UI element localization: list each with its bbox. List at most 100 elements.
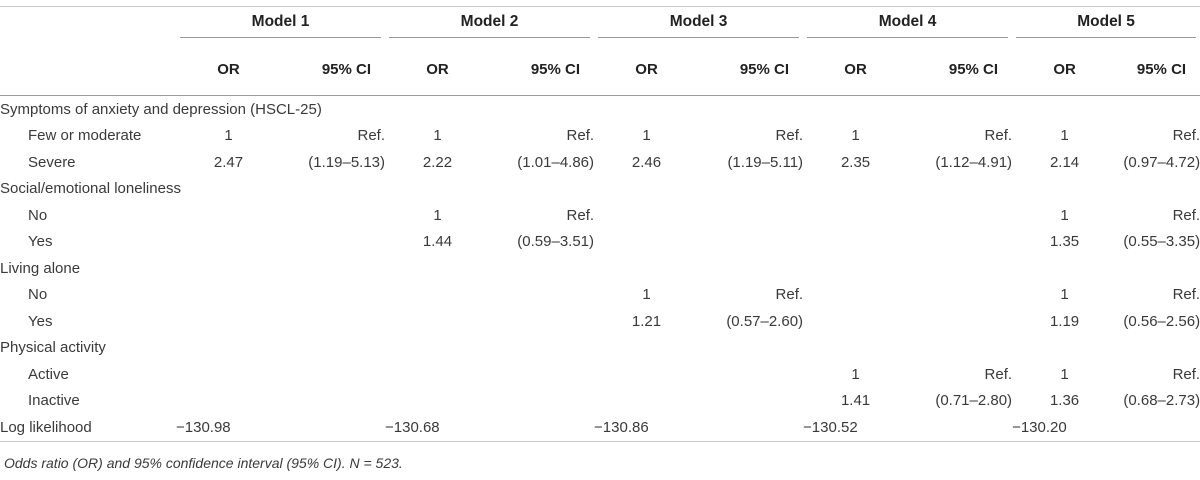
header-model: Model 1 — [176, 6, 386, 43]
empty-cell — [385, 96, 490, 123]
or-value — [385, 361, 490, 388]
row-label: No — [28, 286, 48, 304]
empty-cell — [1117, 335, 1200, 362]
section-row: Symptoms of anxiety and depression (HSCL… — [0, 96, 1200, 123]
log-likelihood-value: −130.86 — [594, 414, 804, 442]
table-row: Yes 1.21 (0.57–2.60) 1.19 (0.56–2.56) — [0, 308, 1200, 335]
log-likelihood-value: −130.98 — [176, 414, 386, 442]
section-row: Living alone — [0, 255, 1200, 282]
section-row: Social/emotional loneliness — [0, 176, 1200, 203]
or-value: 1.41 — [840, 392, 871, 410]
ci-value — [908, 229, 1012, 256]
empty-cell — [803, 335, 908, 362]
subheader-ci: 95% CI — [281, 43, 386, 96]
empty-cell — [176, 335, 281, 362]
subheader-ci: 95% CI — [490, 43, 595, 96]
ci-value — [699, 361, 803, 388]
or-value: 2.22 — [422, 153, 453, 171]
ci-value — [281, 361, 385, 388]
empty-cell — [176, 255, 281, 282]
row-label: Active — [28, 365, 69, 383]
empty-cell — [1117, 96, 1200, 123]
or-value: 1 — [224, 127, 233, 145]
row-label: Yes — [28, 312, 53, 330]
table-footnote: Odds ratio (OR) and 95% confidence inter… — [4, 455, 403, 471]
subheader-or: OR — [803, 43, 909, 96]
empty-cell — [699, 176, 803, 203]
table-row: Active 1 Ref. 1 Ref. — [0, 361, 1200, 388]
or-value — [385, 308, 490, 335]
or-value: 1.36 — [1049, 392, 1080, 410]
table-row: Inactive 1.41 (0.71–2.80) 1.36 (0.68–2.73) — [0, 388, 1200, 415]
empty-cell — [490, 255, 594, 282]
ci-value: (0.68–2.73) — [1123, 392, 1200, 410]
subheader-empty — [0, 43, 176, 96]
or-value: 1 — [642, 286, 651, 304]
row-group-label: Symptoms of anxiety and depression (HSCL… — [0, 100, 322, 118]
ci-value: Ref. — [566, 206, 595, 224]
or-value — [594, 229, 699, 256]
or-value — [176, 202, 281, 229]
or-value: 1 — [1060, 206, 1069, 224]
ci-value — [281, 308, 385, 335]
row-group-label: Physical activity — [0, 339, 106, 357]
subheader-row: OR 95% CI OR 95% CI OR 95% CI OR 95% CI … — [0, 43, 1200, 96]
ci-value: Ref. — [1172, 365, 1200, 383]
or-value — [176, 282, 281, 309]
ci-value: (1.19–5.13) — [308, 153, 386, 171]
table-row: Few or moderate 1 Ref. 1 Ref. 1 Ref. 1 Ref. 1 Ref. — [0, 123, 1200, 150]
ci-value: (1.01–4.86) — [517, 153, 595, 171]
row-group-label: Social/emotional loneliness — [0, 180, 181, 198]
ci-value: Ref. — [984, 365, 1013, 383]
or-value — [803, 282, 908, 309]
ci-value — [281, 388, 385, 415]
empty-cell — [1012, 176, 1117, 203]
empty-cell — [594, 176, 699, 203]
empty-cell — [803, 96, 908, 123]
subheader-or: OR — [594, 43, 700, 96]
model-header-row: Model 1 Model 2 Model 3 Model 4 Model 5 — [0, 6, 1200, 43]
header-model: Model 3 — [594, 6, 804, 43]
or-value — [803, 202, 908, 229]
header-model: Model 2 — [385, 6, 595, 43]
subheader-ci: 95% CI — [908, 43, 1013, 96]
or-value: 1 — [433, 127, 442, 145]
ci-value — [908, 282, 1012, 309]
or-value: 1 — [851, 365, 860, 383]
empty-cell — [490, 96, 594, 123]
ci-value — [490, 361, 594, 388]
or-value — [176, 361, 281, 388]
or-value: 1.21 — [631, 312, 662, 330]
ci-value: (0.59–3.51) — [517, 233, 595, 251]
ci-value: (0.55–3.35) — [1123, 233, 1200, 251]
ci-value — [490, 388, 594, 415]
empty-cell — [699, 255, 803, 282]
ci-value: Ref. — [1172, 286, 1200, 304]
ci-value: (0.97–4.72) — [1123, 153, 1200, 171]
empty-cell — [385, 335, 490, 362]
or-value: 1 — [851, 127, 860, 145]
empty-cell — [281, 176, 385, 203]
subheader-or: OR — [1012, 43, 1118, 96]
or-value: 1 — [1060, 365, 1069, 383]
empty-cell — [908, 335, 1012, 362]
or-value — [594, 388, 699, 415]
empty-cell — [803, 176, 908, 203]
row-label: No — [28, 206, 48, 224]
or-value — [594, 361, 699, 388]
subheader-or: OR — [176, 43, 281, 96]
ci-value: Ref. — [775, 286, 804, 304]
empty-cell — [490, 335, 594, 362]
row-label-log-likelihood: Log likelihood — [0, 414, 176, 442]
ci-value — [699, 388, 803, 415]
ci-value: (0.71–2.80) — [935, 392, 1013, 410]
empty-cell — [1117, 176, 1200, 203]
or-value: 2.14 — [1049, 153, 1080, 171]
ci-value — [490, 282, 594, 309]
empty-cell — [594, 335, 699, 362]
ci-value — [281, 229, 385, 256]
empty-cell — [1012, 96, 1117, 123]
ci-value — [699, 229, 803, 256]
subheader-ci: 95% CI — [699, 43, 804, 96]
